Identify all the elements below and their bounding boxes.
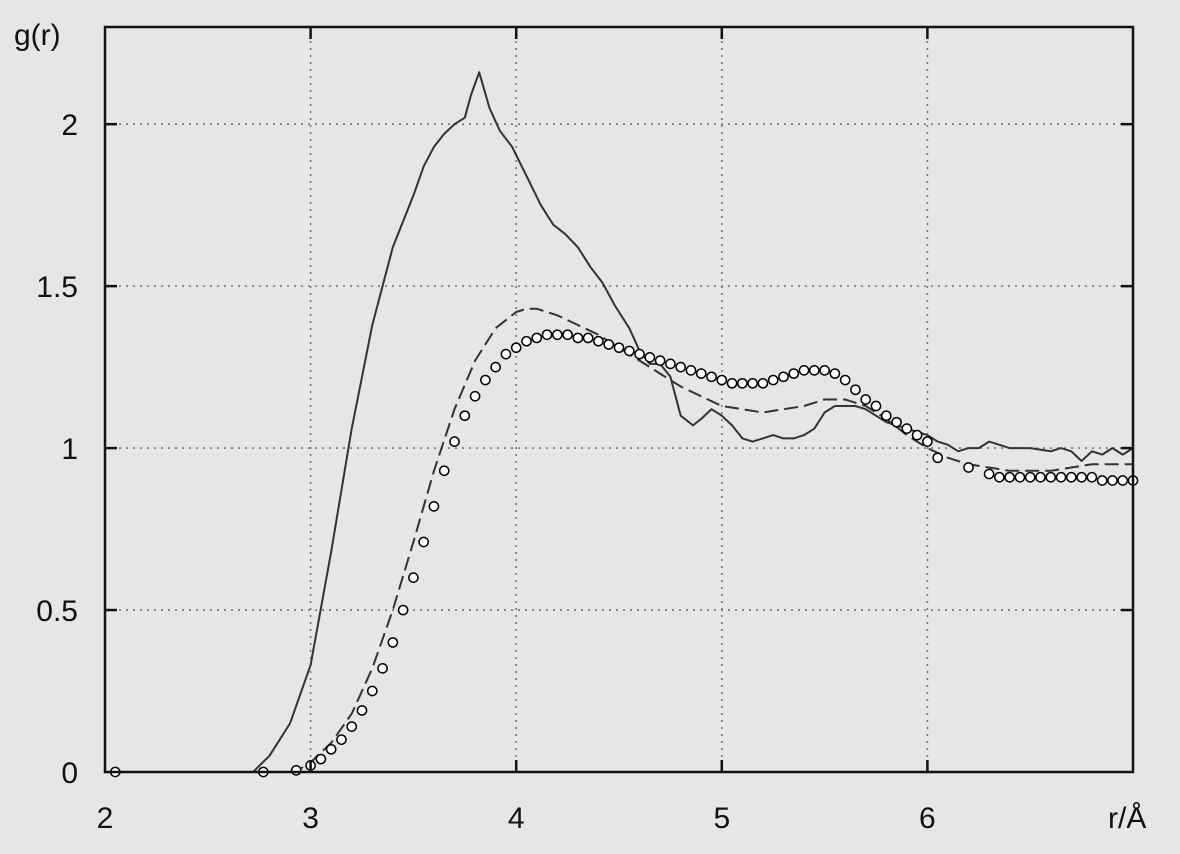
data-point-circle: [798, 364, 810, 376]
data-point-circle: [788, 368, 800, 379]
x-tick-label: 6: [919, 802, 936, 835]
data-point-circle: [829, 368, 841, 379]
data-point-circle: [1096, 475, 1108, 486]
y-tick-label: 1: [61, 433, 78, 466]
data-point-circle: [767, 374, 779, 386]
data-point-circle: [1086, 471, 1098, 483]
data-point-circle: [891, 416, 902, 428]
data-point-circle: [747, 377, 758, 389]
data-point-circle: [808, 364, 820, 376]
data-point-circle: [356, 705, 368, 716]
data-point-circle: [932, 452, 944, 464]
data-point-circle: [366, 685, 378, 697]
data-point-circle: [623, 345, 635, 357]
data-point-circle: [428, 501, 440, 512]
data-point-circle: [839, 374, 851, 386]
dashed-series-line: [289, 307, 1133, 773]
data-point-circle: [1004, 471, 1015, 483]
data-point-circle: [737, 377, 748, 389]
data-point-circle: [706, 371, 717, 383]
y-tick-label: 0.5: [36, 595, 78, 628]
data-point-circle: [870, 400, 882, 412]
data-point-circle: [778, 371, 789, 383]
data-point-circle: [994, 471, 1005, 483]
y-axis-label: g(r): [14, 19, 61, 52]
x-tick-label: 3: [302, 802, 319, 835]
data-point-circle: [315, 753, 327, 765]
data-point-circle: [634, 348, 645, 360]
data-point-circle: [1045, 471, 1057, 483]
data-point-circle: [726, 377, 738, 389]
data-point-circle: [387, 637, 399, 648]
data-point-circle: [336, 734, 347, 745]
x-tick-label: 2: [97, 802, 114, 835]
data-point-circle: [983, 468, 995, 480]
axes-layer: 2 3 4 5 6 0 0.5 1 1.5 2: [36, 25, 1135, 835]
data-point-circle: [1076, 471, 1087, 483]
data-point-circle: [408, 572, 419, 584]
data-point-circle: [685, 364, 697, 376]
data-point-circle: [880, 410, 892, 422]
data-point-circle: [325, 743, 337, 755]
data-point-circle: [963, 462, 974, 473]
data-point-circle: [500, 348, 512, 360]
data-point-circle: [757, 377, 769, 389]
data-point-circle: [1024, 471, 1036, 483]
data-point-circle: [613, 342, 625, 354]
data-point-circle: [1065, 471, 1077, 483]
data-point-circle: [397, 604, 409, 616]
data-point-circle: [510, 342, 522, 354]
data-point-circle: [490, 361, 501, 373]
y-tick-label: 2: [61, 109, 78, 142]
data-point-circle: [562, 329, 573, 341]
data-point-circle: [521, 335, 532, 347]
data-point-circle: [665, 358, 676, 370]
data-point-circle: [1014, 471, 1026, 483]
data-point-circle: [860, 394, 872, 405]
data-point-circle: [1107, 475, 1118, 486]
data-point-circle: [654, 355, 666, 366]
data-point-circle: [377, 662, 388, 674]
data-point-circle: [644, 352, 656, 363]
data-point-circle: [695, 368, 707, 379]
x-tick-label: 4: [508, 802, 525, 835]
data-point-circle: [572, 332, 584, 344]
y-tick-label: 1.5: [36, 271, 78, 304]
data-point-circle: [469, 390, 481, 402]
data-point-circle: [716, 374, 728, 386]
data-point-circle: [480, 374, 491, 386]
labels-layer: g(r) r/Å: [14, 19, 1146, 835]
data-point-circle: [449, 436, 460, 447]
series-layer: [109, 71, 1139, 778]
data-point-circle: [850, 384, 861, 396]
data-point-circle: [531, 332, 543, 344]
grid-layer: [105, 27, 1133, 772]
data-point-circle: [911, 429, 923, 441]
data-point-circle: [1117, 475, 1129, 486]
data-point-circle: [582, 332, 594, 344]
data-point-circle: [603, 339, 615, 350]
data-point-circle: [459, 410, 471, 422]
plot-frame: [103, 25, 1135, 774]
data-point-circle: [1055, 471, 1067, 483]
x-tick-label: 5: [713, 802, 730, 835]
data-point-circle: [922, 436, 933, 447]
y-tick-label: 0: [61, 757, 78, 790]
data-point-circle: [418, 536, 430, 548]
data-point-circle: [675, 361, 687, 373]
data-point-circle: [290, 765, 302, 776]
data-point-circle: [819, 364, 830, 376]
data-point-circle: [1035, 471, 1046, 483]
data-point-circle: [438, 465, 450, 477]
data-point-circle: [593, 335, 604, 347]
data-point-circle: [346, 721, 358, 733]
data-point-circle: [551, 329, 563, 341]
x-axis-label: r/Å: [1108, 802, 1146, 835]
data-point-circle: [901, 423, 913, 435]
data-point-circle: [541, 329, 553, 341]
solid-series-line: [252, 71, 1134, 773]
